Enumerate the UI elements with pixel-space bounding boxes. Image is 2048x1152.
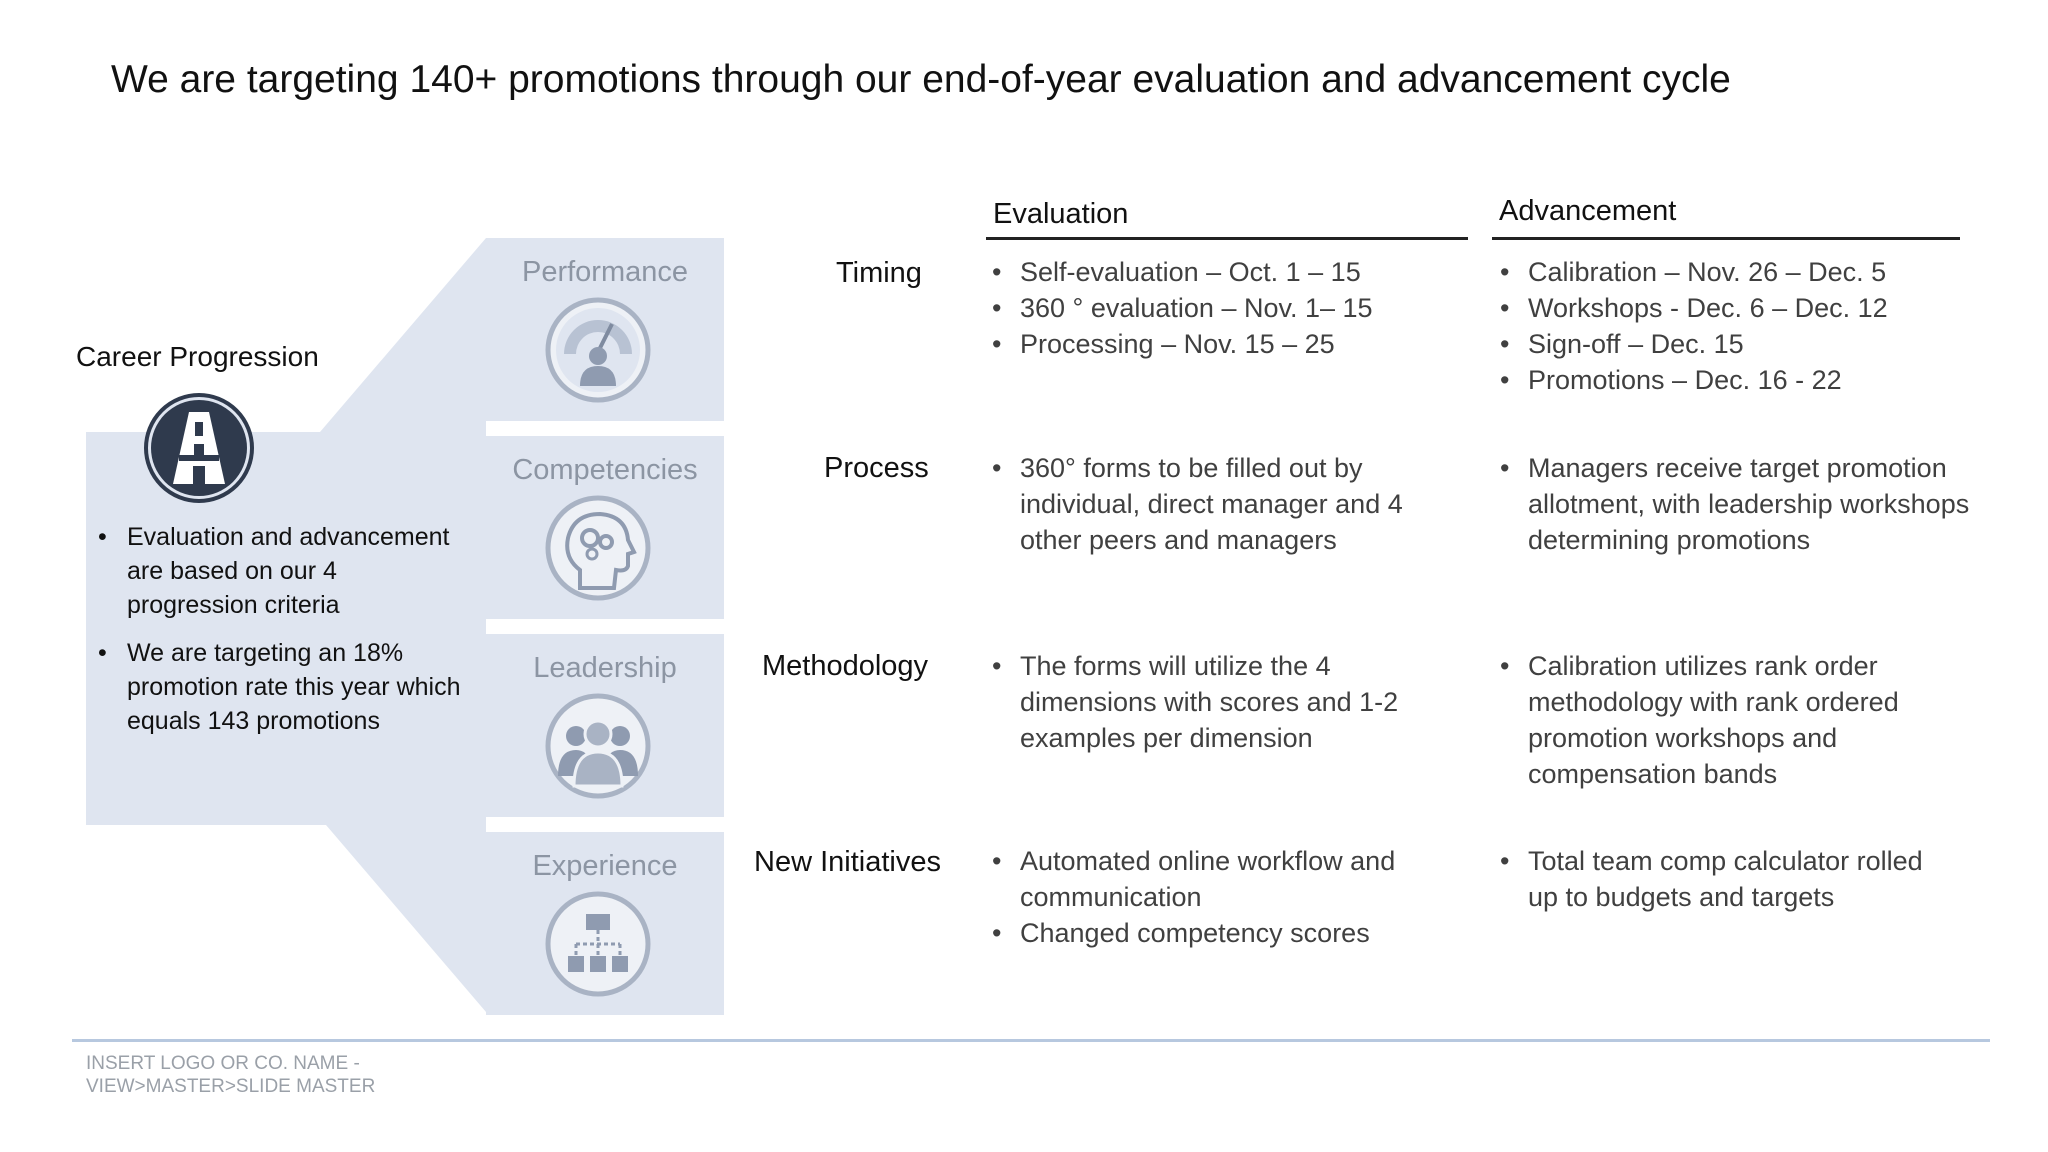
process-evaluation-list: 360° forms to be filled out by individua…	[992, 450, 1422, 558]
slide-title: We are targeting 140+ promotions through…	[111, 58, 1731, 101]
list-item: 360° forms to be filled out by individua…	[992, 450, 1422, 558]
group-icon	[545, 693, 651, 799]
list-item: Total team comp calculator rolled up to …	[1500, 843, 1950, 915]
career-bullet-text: We are targeting an 18% promotion rate t…	[127, 639, 461, 735]
criterion-leadership: Leadership	[486, 634, 724, 817]
list-item: Calibration utilizes rank order methodol…	[1500, 648, 1940, 792]
criterion-label: Competencies	[512, 454, 698, 486]
row-label-timing: Timing	[836, 257, 922, 289]
list-item: Workshops - Dec. 6 – Dec. 12	[1500, 290, 1970, 326]
methodology-advancement-list: Calibration utilizes rank order methodol…	[1500, 648, 1940, 792]
process-advancement-list: Managers receive target promotion allotm…	[1500, 450, 1980, 558]
list-item: Managers receive target promotion allotm…	[1500, 450, 1980, 558]
list-item: Changed competency scores	[992, 915, 1442, 951]
timing-advancement-list: Calibration – Nov. 26 – Dec. 5 Workshops…	[1500, 254, 1970, 398]
footer-line-1: INSERT LOGO OR CO. NAME -	[86, 1053, 360, 1074]
criterion-performance: Performance	[486, 238, 724, 421]
org-chart-icon	[545, 891, 651, 997]
list-item: Automated online workflow and communicat…	[992, 843, 1442, 915]
methodology-evaluation-list: The forms will utilize the 4 dimensions …	[992, 648, 1422, 756]
criterion-label: Performance	[521, 256, 688, 288]
column-rule	[986, 237, 1468, 240]
criterion-label: Leadership	[533, 652, 677, 684]
road-icon	[144, 393, 254, 503]
list-item: Calibration – Nov. 26 – Dec. 5	[1500, 254, 1970, 290]
criterion-experience: Experience	[486, 832, 724, 1015]
criterion-competencies: Competencies	[486, 436, 724, 619]
column-rule	[1492, 237, 1960, 240]
footer-placeholder: INSERT LOGO OR CO. NAME - VIEW>MASTER>SL…	[86, 1052, 375, 1098]
initiatives-advancement-list: Total team comp calculator rolled up to …	[1500, 843, 1950, 915]
list-item: Self-evaluation – Oct. 1 – 15	[992, 254, 1462, 290]
list-item: 360 ° evaluation – Nov. 1– 15	[992, 290, 1462, 326]
row-label-methodology: Methodology	[762, 650, 929, 682]
column-header-advancement: Advancement	[1499, 195, 1677, 227]
column-header-evaluation: Evaluation	[993, 198, 1129, 230]
career-progression-title: Career Progression	[76, 341, 319, 372]
head-gears-icon	[545, 495, 651, 601]
list-item: Promotions – Dec. 16 - 22	[1500, 362, 1970, 398]
footer-rule	[72, 1039, 1990, 1042]
career-bullet-text: Evaluation and advancement are based on …	[127, 523, 450, 619]
row-label-process: Process	[824, 452, 929, 484]
timing-evaluation-list: Self-evaluation – Oct. 1 – 15 360 ° eval…	[992, 254, 1462, 362]
list-item: Sign-off – Dec. 15	[1500, 326, 1970, 362]
career-panel-shape	[86, 238, 486, 1012]
criterion-label: Experience	[532, 850, 678, 882]
list-item: The forms will utilize the 4 dimensions …	[992, 648, 1422, 756]
footer-line-2: VIEW>MASTER>SLIDE MASTER	[86, 1076, 376, 1097]
speedometer-person-icon	[545, 297, 651, 403]
row-label-new-initiatives: New Initiatives	[754, 846, 941, 878]
initiatives-evaluation-list: Automated online workflow and communicat…	[992, 843, 1442, 951]
list-item: Processing – Nov. 15 – 25	[992, 326, 1462, 362]
